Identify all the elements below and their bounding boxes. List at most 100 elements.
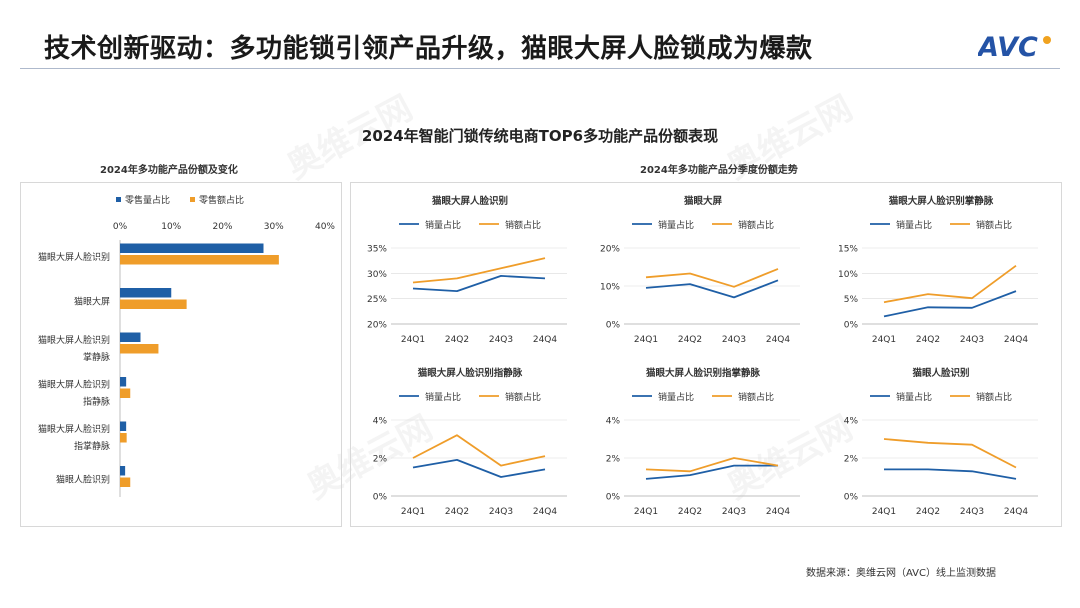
series-line (883, 264, 1017, 304)
y-tick-label: 2% (844, 455, 859, 465)
chart-title: 猫眼大屏人脸识别指掌静脉 (646, 367, 761, 379)
right-panel (350, 182, 1062, 527)
category-label: 猫眼大屏人脸识别 (38, 334, 110, 346)
series-line (645, 279, 779, 299)
chart-title: 猫眼大屏人脸识别 (432, 195, 508, 207)
legend-label: 零售额占比 (199, 194, 244, 206)
y-tick-label: 0% (844, 493, 859, 503)
y-tick-label: 2% (373, 455, 388, 465)
series-line (883, 438, 1017, 469)
series-line (645, 268, 779, 288)
x-tick-label: 24Q1 (401, 335, 425, 345)
title-divider (20, 68, 1060, 69)
x-tick-label: 24Q2 (445, 335, 469, 345)
bar (120, 388, 131, 398)
y-tick-label: 10% (838, 270, 858, 280)
legend-label: 销量占比 (425, 219, 461, 231)
bar (120, 255, 279, 265)
y-tick-label: 4% (373, 417, 388, 427)
x-tick-label: 24Q2 (916, 507, 940, 517)
data-source-note: 数据来源：奥维云网（AVC）线上监测数据 (805, 568, 996, 579)
bar (120, 344, 159, 354)
x-tick-label: 24Q1 (634, 335, 658, 345)
y-tick-label: 25% (367, 295, 387, 305)
bar (120, 421, 127, 431)
x-tick-label: 24Q3 (489, 335, 513, 345)
chart-title: 猫眼人脸识别 (912, 367, 969, 379)
x-tick-label: 24Q1 (634, 507, 658, 517)
x-tick-label: 24Q3 (722, 335, 746, 345)
series-line (412, 459, 546, 478)
x-tick-label: 24Q2 (445, 507, 469, 517)
legend-label: 销量占比 (896, 219, 932, 231)
right-section-label: 2024年多功能产品分季度份额走势 (640, 165, 798, 176)
y-tick-label: 4% (844, 417, 859, 427)
x-tick-label: 24Q3 (489, 507, 513, 517)
x-tick-label: 24Q2 (678, 335, 702, 345)
bar (120, 299, 187, 309)
legend-swatch (116, 197, 121, 202)
series-line (412, 434, 546, 467)
x-tick-label: 24Q2 (916, 335, 940, 345)
y-tick-label: 2% (606, 455, 621, 465)
legend-label: 销量占比 (896, 391, 932, 403)
chart-title: 猫眼大屏 (684, 195, 723, 207)
x-tick-label: 40% (315, 222, 335, 232)
legend-label: 销量占比 (658, 219, 694, 231)
legend-label: 销额占比 (505, 391, 541, 403)
legend-label: 销额占比 (738, 391, 774, 403)
series-line (412, 275, 546, 292)
y-tick-label: 20% (367, 321, 387, 331)
x-tick-label: 30% (264, 222, 284, 232)
x-tick-label: 24Q3 (960, 507, 984, 517)
avc-logo: AVC (978, 32, 1051, 62)
x-tick-label: 20% (212, 222, 232, 232)
x-tick-label: 24Q3 (722, 507, 746, 517)
y-tick-label: 10% (600, 283, 620, 293)
chart-title: 猫眼大屏人脸识别指静脉 (418, 367, 523, 379)
left-section-label: 2024年多功能产品份额及变化 (100, 165, 238, 176)
legend-label: 销额占比 (976, 219, 1012, 231)
x-tick-label: 24Q4 (1004, 507, 1029, 517)
x-tick-label: 24Q1 (872, 507, 896, 517)
legend-swatch (190, 197, 195, 202)
bar (120, 377, 127, 387)
x-tick-label: 24Q4 (766, 335, 791, 345)
legend-label: 销额占比 (505, 219, 541, 231)
y-tick-label: 4% (606, 417, 621, 427)
legend-label: 销量占比 (658, 391, 694, 403)
y-tick-label: 35% (367, 245, 387, 255)
y-tick-label: 0% (606, 321, 621, 331)
bar (120, 332, 141, 342)
legend-label: 零售量占比 (125, 194, 170, 206)
logo-dot (1043, 36, 1051, 44)
legend-label: 销量占比 (425, 391, 461, 403)
left-panel (20, 182, 342, 527)
bar (120, 433, 127, 443)
series-line (412, 257, 546, 284)
x-tick-label: 0% (113, 222, 128, 232)
category-label: 猫眼大屏人脸识别 (38, 251, 110, 263)
category-label: 指静脉 (83, 396, 110, 408)
series-line (883, 290, 1017, 318)
legend-label: 销额占比 (976, 391, 1012, 403)
bar (120, 477, 131, 487)
y-tick-label: 0% (606, 493, 621, 503)
x-tick-label: 24Q4 (533, 335, 558, 345)
category-label: 猫眼人脸识别 (56, 474, 110, 486)
series-line (645, 464, 778, 480)
y-tick-label: 15% (838, 245, 858, 255)
category-label: 猫眼大屏人脸识别 (38, 379, 110, 391)
y-tick-label: 0% (373, 493, 388, 503)
series-line (645, 457, 779, 473)
chart-title: 猫眼大屏人脸识别掌静脉 (889, 195, 994, 207)
x-tick-label: 24Q2 (678, 507, 702, 517)
legend-label: 销额占比 (738, 219, 774, 231)
bar (120, 243, 264, 253)
